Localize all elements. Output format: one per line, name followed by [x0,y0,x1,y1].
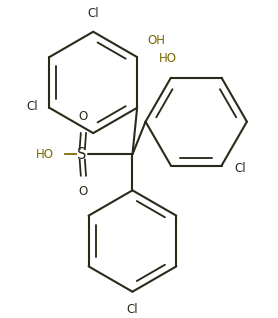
Text: Cl: Cl [26,100,38,113]
Text: OH: OH [147,34,165,47]
Text: Cl: Cl [127,303,138,316]
Text: O: O [79,185,88,198]
Text: O: O [79,110,88,123]
Text: HO: HO [36,148,54,161]
Text: Cl: Cl [87,7,99,20]
Text: Cl: Cl [235,162,246,175]
Text: S: S [77,147,86,162]
Text: HO: HO [159,52,177,65]
